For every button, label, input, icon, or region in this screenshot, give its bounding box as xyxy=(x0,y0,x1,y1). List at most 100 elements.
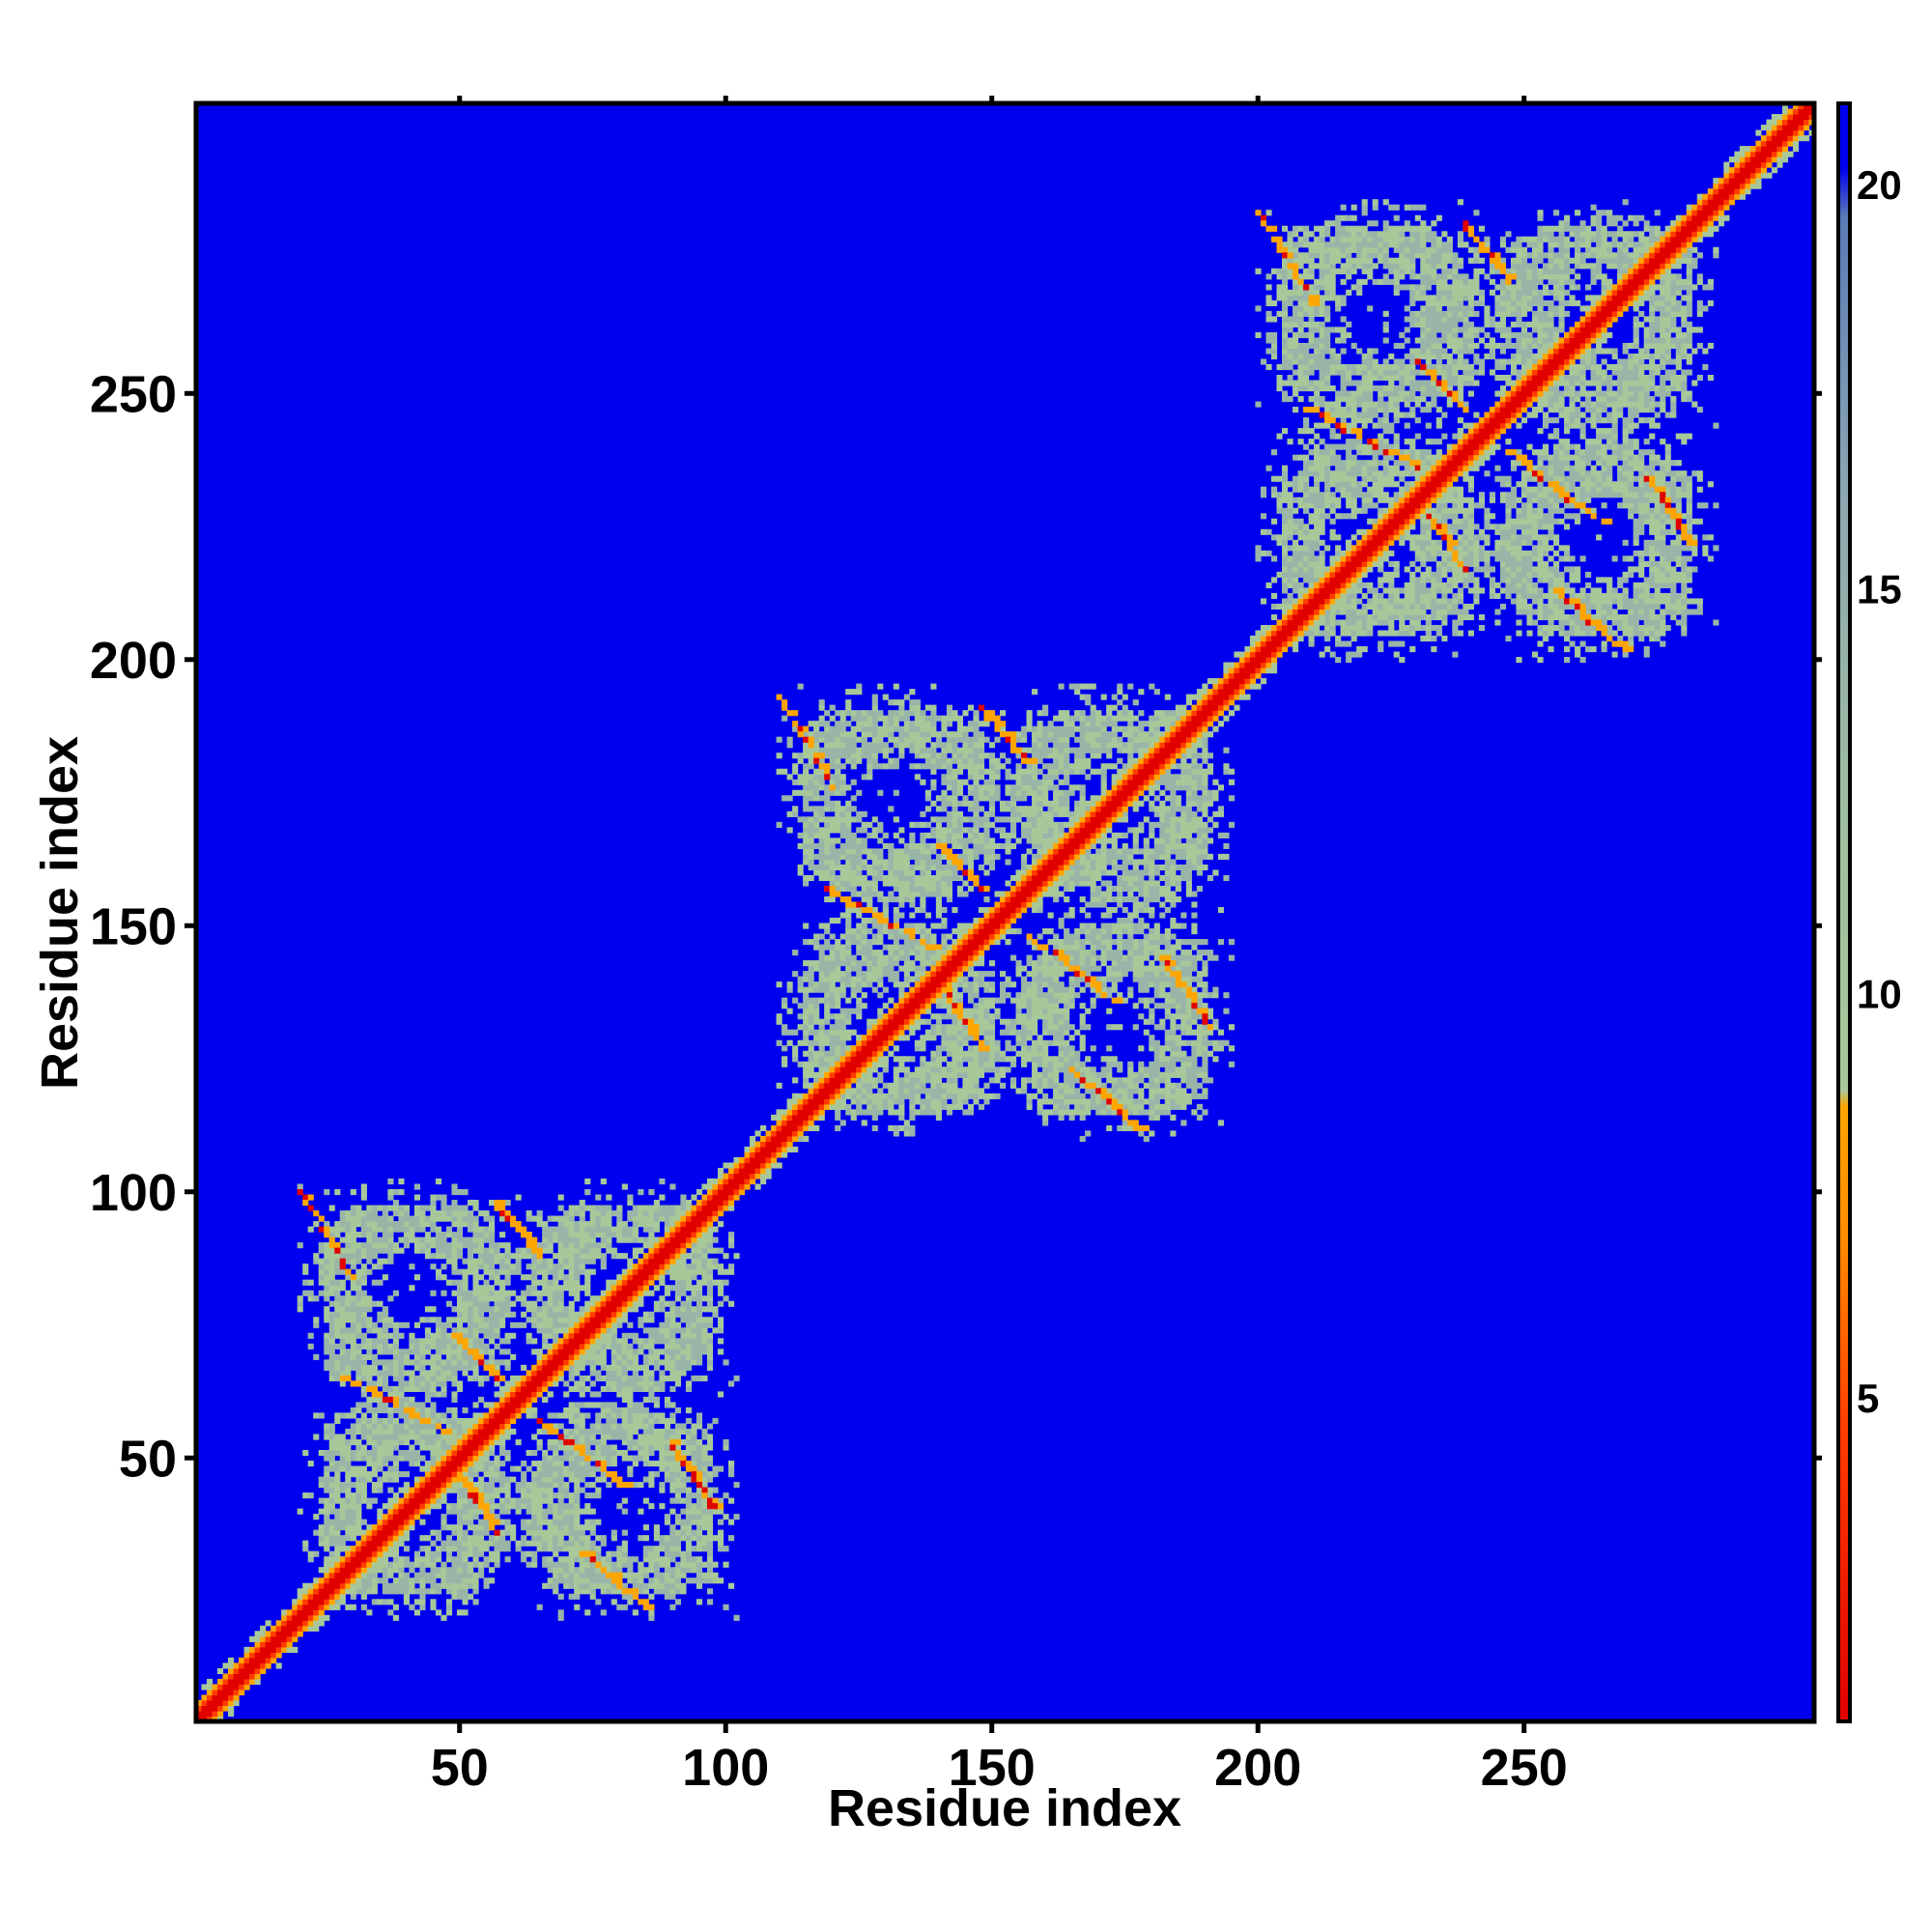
heatmap-cell xyxy=(616,1476,623,1483)
heatmap-cell xyxy=(419,1412,426,1419)
heatmap-cell xyxy=(829,725,836,732)
heatmap-cell xyxy=(557,1508,564,1515)
heatmap-cell xyxy=(366,1221,373,1228)
heatmap-cell xyxy=(557,1205,564,1211)
heatmap-cell xyxy=(706,1306,714,1313)
heatmap-cell xyxy=(898,901,905,908)
heatmap-cell xyxy=(861,891,867,897)
heatmap-cell xyxy=(355,1465,362,1472)
heatmap-cell xyxy=(504,1279,511,1286)
heatmap-cell xyxy=(355,1290,362,1296)
heatmap-cell xyxy=(850,763,857,770)
heatmap-cell xyxy=(489,1306,496,1313)
heatmap-cell xyxy=(621,1359,628,1366)
heatmap-cell xyxy=(898,874,905,882)
heatmap-cell xyxy=(478,1338,485,1345)
heatmap-cell xyxy=(835,971,841,978)
heatmap-cell xyxy=(478,1242,485,1249)
heatmap-cell xyxy=(355,1417,362,1425)
heatmap-cell xyxy=(903,721,910,727)
heatmap-cell xyxy=(531,1561,538,1568)
heatmap-cell xyxy=(409,1396,415,1404)
heatmap-cell xyxy=(499,1300,506,1307)
heatmap-cell xyxy=(494,1550,500,1557)
heatmap-cell xyxy=(504,1300,511,1307)
heatmap-cell xyxy=(297,1242,303,1249)
heatmap-cell xyxy=(803,763,810,770)
heatmap-cell xyxy=(382,1242,388,1249)
heatmap-cell xyxy=(813,986,820,993)
heatmap-cell xyxy=(803,1066,810,1073)
heatmap-cell xyxy=(445,1535,453,1542)
heatmap-cell xyxy=(669,1546,676,1552)
heatmap-cell xyxy=(797,842,804,849)
heatmap-cell xyxy=(409,1380,415,1387)
heatmap-cell xyxy=(589,1205,596,1211)
heatmap-cell xyxy=(521,1503,527,1510)
heatmap-cell xyxy=(536,1428,543,1435)
heatmap-cell xyxy=(462,1274,469,1281)
heatmap-cell xyxy=(829,753,836,759)
heatmap-cell xyxy=(419,1588,426,1595)
heatmap-cell xyxy=(489,1364,496,1371)
heatmap-cell xyxy=(563,1274,570,1281)
heatmap-cell xyxy=(456,1567,464,1574)
heatmap-cell xyxy=(664,1588,670,1595)
heatmap-cell xyxy=(717,1327,724,1334)
heatmap-cell xyxy=(568,1461,575,1467)
heatmap-cell xyxy=(867,1082,873,1089)
heatmap-cell xyxy=(839,789,846,796)
heatmap-cell xyxy=(430,1604,437,1610)
heatmap-cell xyxy=(893,976,899,982)
heatmap-cell xyxy=(499,1529,506,1536)
heatmap-cell xyxy=(355,1317,362,1323)
heatmap-cell xyxy=(499,1200,506,1207)
heatmap-cell xyxy=(898,1061,905,1067)
heatmap-cell xyxy=(818,848,825,855)
heatmap-cell xyxy=(403,1546,410,1552)
heatmap-cell xyxy=(642,1582,649,1589)
heatmap-cell xyxy=(706,1577,714,1584)
heatmap-cell xyxy=(387,1242,394,1249)
heatmap-cell xyxy=(845,704,852,711)
heatmap-cell xyxy=(893,699,899,706)
heatmap-cell xyxy=(712,1236,719,1243)
heatmap-cell xyxy=(445,1599,453,1605)
heatmap-cell xyxy=(882,874,889,882)
heatmap-cell xyxy=(542,1428,549,1435)
heatmap-cell xyxy=(413,1412,421,1419)
heatmap-cell xyxy=(914,731,921,738)
heatmap-cell xyxy=(616,1503,623,1510)
heatmap-cell xyxy=(387,1385,394,1392)
heatmap-cell xyxy=(696,1465,703,1472)
heatmap-cell xyxy=(350,1300,356,1307)
heatmap-cell xyxy=(616,1215,623,1222)
heatmap-cell xyxy=(542,1300,549,1307)
heatmap-cell xyxy=(398,1178,405,1185)
heatmap-cell xyxy=(489,1338,496,1345)
heatmap-cell xyxy=(611,1476,617,1483)
heatmap-cell xyxy=(696,1359,703,1366)
heatmap-cell xyxy=(557,1444,564,1451)
heatmap-cell xyxy=(371,1572,378,1578)
heatmap-cell xyxy=(489,1215,496,1222)
heatmap-cell xyxy=(504,1503,511,1510)
heatmap-cell xyxy=(903,859,910,866)
heatmap-cell xyxy=(867,891,873,897)
heatmap-cell xyxy=(606,1205,612,1211)
heatmap-cell xyxy=(861,742,867,749)
heatmap-cell xyxy=(701,1327,708,1334)
heatmap-cell xyxy=(553,1338,559,1345)
heatmap-cell xyxy=(606,1338,612,1345)
heatmap-cell xyxy=(350,1236,356,1243)
heatmap-cell xyxy=(824,1056,831,1063)
heatmap-cell xyxy=(547,1264,554,1270)
heatmap-cell xyxy=(903,976,910,982)
heatmap-cell xyxy=(856,960,863,967)
heatmap-cell xyxy=(839,806,846,812)
heatmap-cell xyxy=(355,1242,362,1249)
heatmap-cell xyxy=(882,747,889,753)
heatmap-cell xyxy=(504,1295,511,1302)
heatmap-cell xyxy=(835,1056,841,1063)
heatmap-cell xyxy=(696,1412,703,1419)
